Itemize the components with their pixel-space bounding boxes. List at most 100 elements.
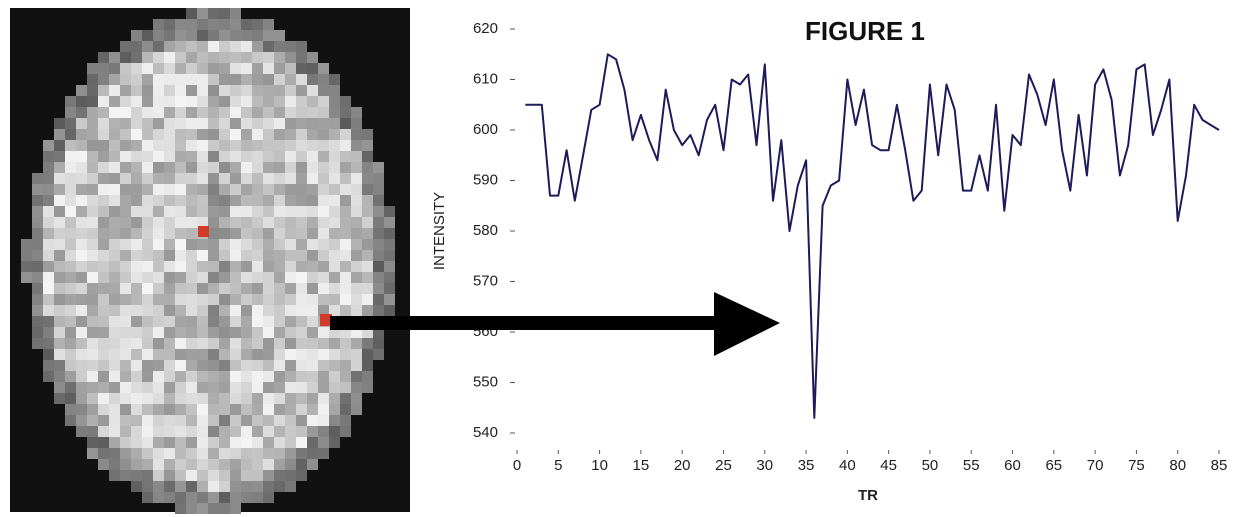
brain-pixel (208, 437, 219, 448)
brain-pixel (164, 96, 175, 107)
brain-pixel (98, 162, 109, 173)
brain-pixel (197, 272, 208, 283)
brain-pixel (241, 261, 252, 272)
brain-pixel (241, 393, 252, 404)
brain-pixel (241, 338, 252, 349)
brain-pixel (263, 481, 274, 492)
brain-pixel (296, 261, 307, 272)
brain-pixel (43, 305, 54, 316)
brain-pixel (164, 195, 175, 206)
brain-pixel (186, 338, 197, 349)
brain-pixel (340, 206, 351, 217)
brain-pixel (131, 272, 142, 283)
brain-pixel (175, 283, 186, 294)
brain-pixel (98, 118, 109, 129)
brain-pixel (54, 327, 65, 338)
brain-pixel (340, 151, 351, 162)
brain-pixel (263, 173, 274, 184)
brain-pixel (142, 195, 153, 206)
brain-pixel (318, 140, 329, 151)
brain-pixel (142, 96, 153, 107)
x-tick-label: 30 (756, 457, 773, 474)
brain-pixel (241, 459, 252, 470)
brain-pixel (263, 415, 274, 426)
brain-pixel (241, 470, 252, 481)
brain-pixel (351, 250, 362, 261)
brain-pixel (285, 85, 296, 96)
brain-pixel (197, 19, 208, 30)
brain-pixel (274, 481, 285, 492)
brain-pixel (263, 272, 274, 283)
brain-pixel (373, 294, 384, 305)
brain-pixel (274, 305, 285, 316)
brain-pixel (131, 173, 142, 184)
brain-pixel (263, 250, 274, 261)
brain-pixel (219, 107, 230, 118)
brain-pixel (54, 129, 65, 140)
brain-pixel (351, 162, 362, 173)
brain-pixel (142, 470, 153, 481)
brain-pixel (197, 96, 208, 107)
y-tick-label: 620 (473, 20, 498, 37)
brain-pixel (252, 404, 263, 415)
brain-pixel (54, 261, 65, 272)
brain-pixel (142, 272, 153, 283)
x-tick-label: 25 (715, 457, 732, 474)
brain-pixel (65, 371, 76, 382)
brain-pixel (98, 448, 109, 459)
brain-pixel (43, 162, 54, 173)
brain-pixel (76, 206, 87, 217)
brain-pixel (32, 239, 43, 250)
brain-pixel (329, 173, 340, 184)
brain-pixel (296, 305, 307, 316)
brain-pixel (186, 184, 197, 195)
brain-pixel (362, 261, 373, 272)
brain-pixel (219, 459, 230, 470)
brain-pixel (87, 437, 98, 448)
brain-pixel (208, 250, 219, 261)
y-tick-label: 610 (473, 70, 498, 87)
brain-pixel (241, 371, 252, 382)
brain-pixel (98, 360, 109, 371)
brain-pixel (318, 437, 329, 448)
brain-pixel (230, 19, 241, 30)
brain-pixel (164, 327, 175, 338)
brain-pixel (54, 173, 65, 184)
brain-pixel (219, 283, 230, 294)
brain-pixel (285, 195, 296, 206)
brain-pixel (263, 239, 274, 250)
brain-pixel (263, 316, 274, 327)
brain-pixel (54, 228, 65, 239)
brain-pixel (230, 118, 241, 129)
brain-pixel (142, 437, 153, 448)
brain-pixel (87, 283, 98, 294)
brain-pixel (274, 74, 285, 85)
brain-pixel (219, 173, 230, 184)
brain-pixel (87, 382, 98, 393)
brain-pixel (252, 415, 263, 426)
brain-pixel (131, 63, 142, 74)
brain-pixel (186, 41, 197, 52)
brain-pixel (153, 437, 164, 448)
brain-pixel (109, 360, 120, 371)
brain-pixel (263, 19, 274, 30)
brain-pixel (131, 327, 142, 338)
brain-pixel (43, 140, 54, 151)
brain-pixel (208, 85, 219, 96)
brain-pixel (285, 239, 296, 250)
brain-pixel (54, 272, 65, 283)
brain-pixel (131, 404, 142, 415)
brain-pixel (54, 239, 65, 250)
brain-pixel (208, 371, 219, 382)
brain-pixel (142, 217, 153, 228)
brain-pixel (98, 316, 109, 327)
brain-pixel (142, 162, 153, 173)
brain-pixel (307, 129, 318, 140)
y-tick-label: 540 (473, 424, 498, 441)
brain-pixel (186, 503, 197, 514)
brain-pixel (54, 294, 65, 305)
brain-pixel (263, 437, 274, 448)
brain-pixel (98, 327, 109, 338)
brain-pixel (263, 294, 274, 305)
brain-pixel (329, 228, 340, 239)
